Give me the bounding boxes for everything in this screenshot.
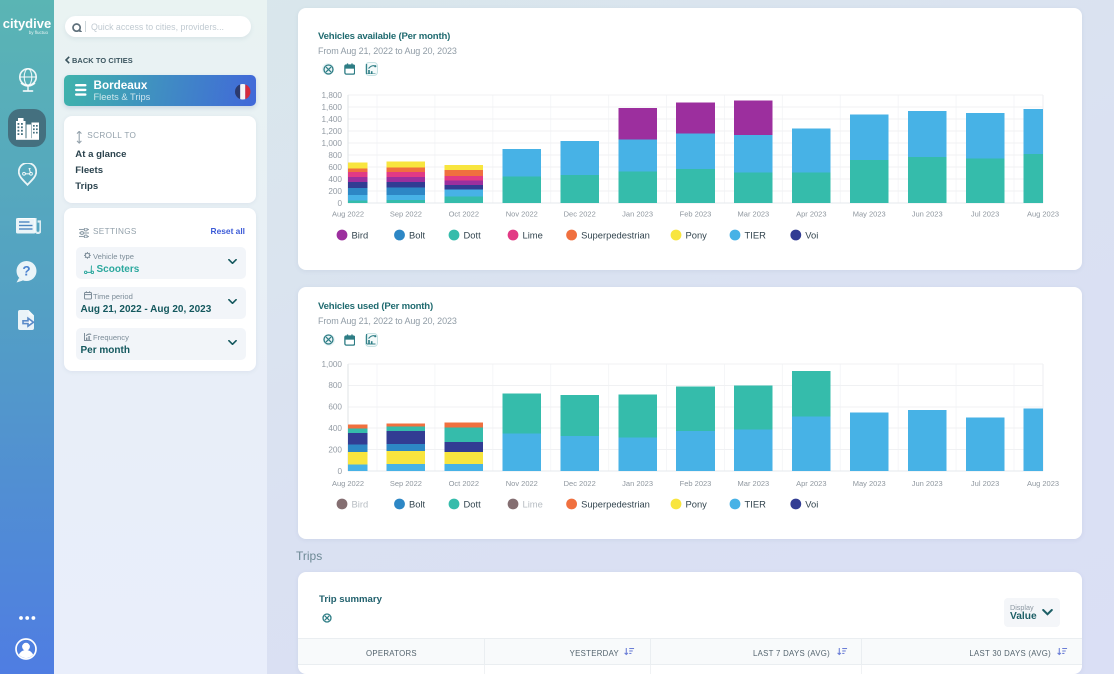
svg-text:Oct 2022: Oct 2022 [449,210,479,219]
svg-text:TIER: TIER [745,499,767,510]
svg-text:600: 600 [328,403,342,412]
svg-text:Nov 2022: Nov 2022 [506,210,538,219]
svg-text:TIER: TIER [745,230,767,241]
svg-text:Sep 2022: Sep 2022 [390,210,422,219]
svg-text:1,200: 1,200 [322,127,343,136]
svg-text:Bolt: Bolt [409,499,426,510]
svg-text:Jun 2023: Jun 2023 [912,479,943,488]
svg-text:Nov 2022: Nov 2022 [506,479,538,488]
svg-text:Jun 2023: Jun 2023 [912,210,943,219]
svg-text:Bird: Bird [352,230,369,241]
svg-text:800: 800 [328,151,342,160]
svg-text:400: 400 [328,175,342,184]
svg-text:Aug 2023: Aug 2023 [1027,210,1059,219]
svg-text:Jul 2023: Jul 2023 [971,479,999,488]
svg-text:Dott: Dott [464,499,482,510]
svg-text:Voi: Voi [805,499,818,510]
svg-text:Oct 2022: Oct 2022 [449,479,479,488]
svg-text:1,800: 1,800 [322,91,343,100]
svg-text:Bird: Bird [352,499,369,510]
svg-text:Sep 2022: Sep 2022 [390,479,422,488]
svg-text:Aug 2022: Aug 2022 [332,210,364,219]
svg-text:Jan 2023: Jan 2023 [622,479,653,488]
svg-text:200: 200 [328,445,342,454]
svg-text:1,000: 1,000 [322,360,343,369]
svg-text:Dec 2022: Dec 2022 [564,479,596,488]
svg-text:Jul 2023: Jul 2023 [971,210,999,219]
svg-text:Dec 2022: Dec 2022 [564,210,596,219]
svg-text:200: 200 [328,187,342,196]
svg-text:Lime: Lime [523,230,543,241]
svg-text:Superpedestrian: Superpedestrian [581,230,650,241]
svg-text:400: 400 [328,424,342,433]
svg-text:Aug 2022: Aug 2022 [332,479,364,488]
svg-text:Apr 2023: Apr 2023 [796,210,826,219]
svg-text:Pony: Pony [686,499,708,510]
svg-text:0: 0 [337,199,342,208]
svg-text:Voi: Voi [805,230,818,241]
svg-text:Aug 2023: Aug 2023 [1027,479,1059,488]
svg-text:Bolt: Bolt [409,230,426,241]
svg-text:Apr 2023: Apr 2023 [796,479,826,488]
svg-text:Feb 2023: Feb 2023 [680,210,712,219]
svg-text:Superpedestrian: Superpedestrian [581,499,650,510]
svg-text:Mar 2023: Mar 2023 [738,479,770,488]
svg-text:Mar 2023: Mar 2023 [738,210,770,219]
svg-text:1,400: 1,400 [322,115,343,124]
svg-text:May 2023: May 2023 [853,210,886,219]
svg-text:Dott: Dott [464,230,482,241]
svg-text:1,600: 1,600 [322,103,343,112]
svg-text:1,000: 1,000 [322,139,343,148]
svg-text:Lime: Lime [523,499,543,510]
svg-text:Jan 2023: Jan 2023 [622,210,653,219]
svg-text:May 2023: May 2023 [853,479,886,488]
svg-text:800: 800 [328,381,342,390]
svg-text:0: 0 [337,467,342,476]
svg-text:?: ? [22,264,30,279]
svg-text:Pony: Pony [686,230,708,241]
svg-text:Feb 2023: Feb 2023 [680,479,712,488]
svg-text:600: 600 [328,163,342,172]
